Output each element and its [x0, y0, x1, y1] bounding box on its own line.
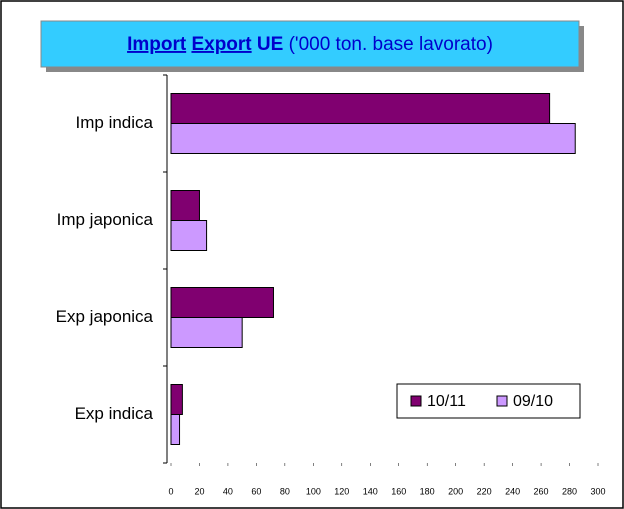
- title-part: Import: [127, 34, 187, 55]
- x-tick-label: 240: [505, 486, 520, 496]
- title-box: [40, 20, 580, 68]
- x-tick-label: 80: [280, 486, 290, 496]
- x-tick-label: 120: [334, 486, 349, 496]
- bar: [170, 317, 243, 348]
- bar: [170, 190, 200, 221]
- x-tick-label: 140: [363, 486, 378, 496]
- chart-title: Import Export UE ('000 ton. base lavorat…: [127, 34, 493, 55]
- x-tick-label: 0: [168, 486, 173, 496]
- x-tick-label: 160: [391, 486, 406, 496]
- category-label: Imp japonica: [57, 210, 154, 229]
- x-tick-label: 300: [590, 486, 605, 496]
- x-tick-label: 200: [448, 486, 463, 496]
- title-part: Export: [191, 34, 252, 55]
- legend-box: [396, 383, 581, 419]
- category-label: Exp japonica: [56, 307, 154, 326]
- x-tick-label: 20: [194, 486, 204, 496]
- legend-label: 09/10: [513, 393, 553, 410]
- title-part: UE: [257, 34, 283, 55]
- legend-swatch: [410, 395, 422, 407]
- x-tick-label: 40: [223, 486, 233, 496]
- legend-label: 10/11: [427, 393, 466, 410]
- x-tick-label: 180: [420, 486, 435, 496]
- category-label: Exp indica: [75, 404, 154, 423]
- bar: [170, 220, 208, 251]
- x-tick-label: 260: [534, 486, 549, 496]
- category-label: Imp indica: [76, 113, 154, 132]
- bar: [170, 384, 183, 415]
- bar: [170, 93, 551, 124]
- x-tick-label: 280: [562, 486, 577, 496]
- legend-swatch: [496, 395, 508, 407]
- bar: [170, 123, 576, 154]
- x-tick-label: 100: [306, 486, 321, 496]
- bar: [170, 414, 181, 445]
- bar: [170, 287, 274, 318]
- x-tick-label: 220: [477, 486, 492, 496]
- title-part: ('000 ton. base lavorato): [289, 34, 493, 55]
- x-tick-label: 60: [251, 486, 261, 496]
